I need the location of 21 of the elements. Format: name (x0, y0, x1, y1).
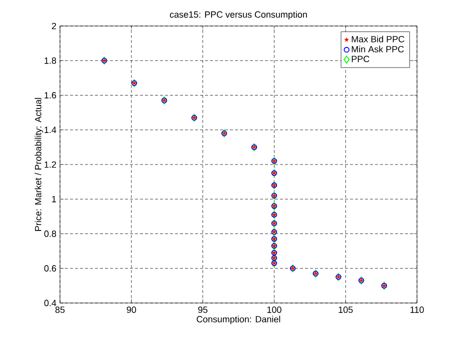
x-axis-title: Consumption: Daniel (196, 316, 280, 324)
y-tick-label: 1.6 (44, 92, 56, 98)
legend-label: Max Bid PPC (352, 36, 404, 42)
y-tick-label: 0.4 (44, 300, 56, 306)
x-tick-label: 85 (55, 306, 65, 313)
y-tick-label: 2 (52, 22, 56, 30)
chart-title: case15: PPC versus Consumption (170, 11, 307, 20)
y-tick-label: 1 (52, 196, 56, 202)
x-tick-label: 110 (410, 306, 424, 313)
x-tick-label: 90 (126, 306, 136, 313)
y-tick-label: 0.6 (44, 265, 56, 272)
y-tick-label: 1.8 (44, 57, 56, 64)
y-axis-title: Price: Market / Probability: Actual (34, 98, 44, 231)
x-tick-label: 100 (267, 306, 282, 313)
legend-label: PPC (352, 56, 370, 62)
y-tick-label: 1.4 (44, 126, 56, 133)
legend-label: Min Ask PPC (352, 46, 404, 52)
x-tick-label: 95 (198, 306, 208, 313)
x-tick-label: 105 (338, 306, 353, 313)
y-tick-label: 0.8 (44, 230, 56, 237)
y-tick-label: 1.2 (44, 161, 56, 168)
